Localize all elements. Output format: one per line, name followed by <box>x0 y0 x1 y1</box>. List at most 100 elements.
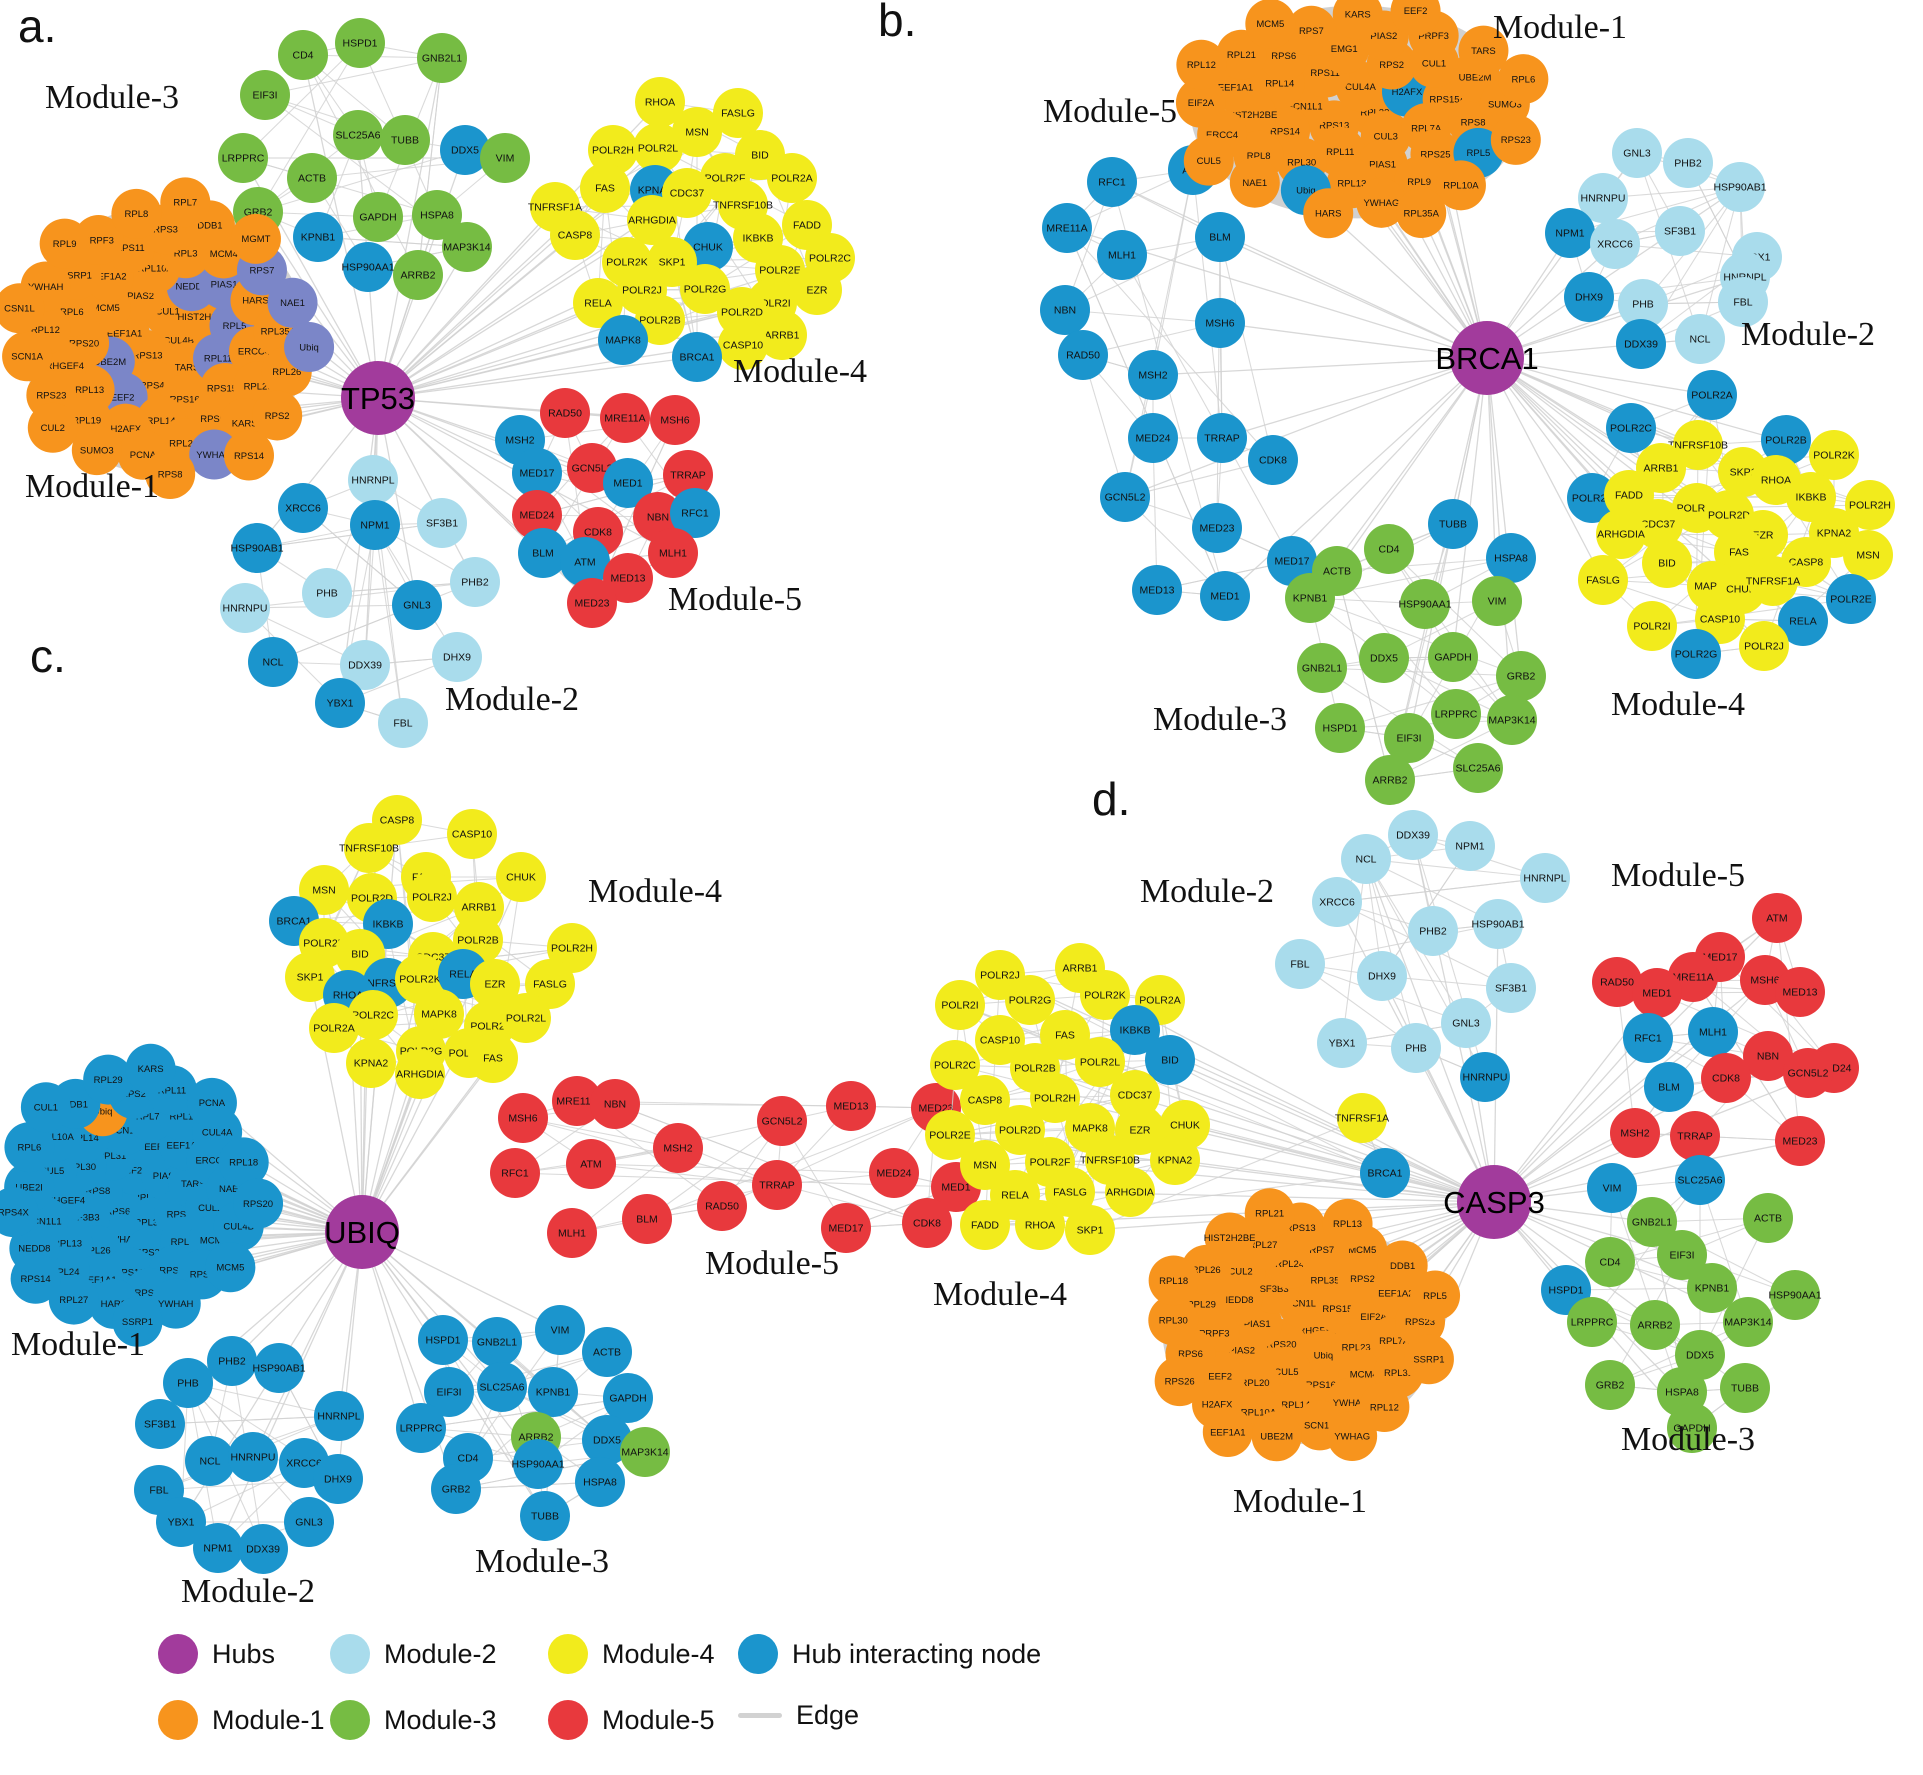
node-HSP90AA1[interactable] <box>1400 579 1450 629</box>
node-XRCC6[interactable] <box>278 483 328 533</box>
node-SLC25A6[interactable] <box>333 110 383 160</box>
node-RPS26[interactable] <box>1154 1356 1205 1407</box>
node-CASP10[interactable] <box>975 1015 1025 1065</box>
node-YBX1[interactable] <box>156 1497 206 1547</box>
node-NPM1[interactable] <box>350 500 400 550</box>
node-RPL18[interactable] <box>218 1137 269 1188</box>
hub-TP53[interactable] <box>341 361 415 435</box>
node-HNRNPU[interactable] <box>228 1432 278 1482</box>
node-MCM5[interactable] <box>205 1242 256 1293</box>
node-VIM[interactable] <box>480 133 530 183</box>
node-BRCA1[interactable] <box>672 332 722 382</box>
node-DDX39[interactable] <box>238 1524 288 1574</box>
node-RPL12[interactable] <box>1176 39 1227 90</box>
node-VIM[interactable] <box>1587 1163 1637 1213</box>
node-RFC1[interactable] <box>1087 157 1137 207</box>
node-CDC37[interactable] <box>662 168 712 218</box>
node-MED13[interactable] <box>826 1081 876 1131</box>
node-POLR2A[interactable] <box>309 1003 359 1053</box>
node-RELA[interactable] <box>573 278 623 328</box>
node-MED17[interactable] <box>512 448 562 498</box>
node-CD4[interactable] <box>278 30 328 80</box>
node-GCN5L2[interactable] <box>1100 472 1150 522</box>
node-HSPA8[interactable] <box>412 190 462 240</box>
node-HIST2H2BE[interactable] <box>1204 1212 1255 1263</box>
node-LRPPRC[interactable] <box>1431 689 1481 739</box>
node-HNRNPL[interactable] <box>314 1391 364 1441</box>
node-GNL3[interactable] <box>392 580 442 630</box>
node-HSPD1[interactable] <box>1315 703 1365 753</box>
node-KPNB1[interactable] <box>528 1367 578 1417</box>
node-POLR2H[interactable] <box>547 923 597 973</box>
node-MLH1[interactable] <box>1097 230 1147 280</box>
node-HNRNPL[interactable] <box>348 455 398 505</box>
node-CUL1[interactable] <box>20 1082 71 1133</box>
node-SCN1A[interactable] <box>2 331 53 382</box>
node-ARRB1[interactable] <box>757 310 807 360</box>
node-KPNA2[interactable] <box>346 1038 396 1088</box>
node-RFC1[interactable] <box>670 488 720 538</box>
node-HSP90AB1[interactable] <box>232 523 282 573</box>
node-GNB2L1[interactable] <box>472 1317 522 1367</box>
node-MSH2[interactable] <box>1610 1108 1660 1158</box>
node-EIF3I[interactable] <box>1384 713 1434 763</box>
node-HSPA8[interactable] <box>575 1457 625 1507</box>
node-FAS[interactable] <box>580 163 630 213</box>
node-BLM[interactable] <box>518 528 568 578</box>
node-FBL[interactable] <box>1275 939 1325 989</box>
node-CD4[interactable] <box>1585 1237 1635 1287</box>
node-TUBB[interactable] <box>1428 499 1478 549</box>
node-NAE1[interactable] <box>267 277 318 328</box>
node-MED13[interactable] <box>603 553 653 603</box>
node-HSP90AA1[interactable] <box>1770 1270 1820 1320</box>
node-RPL13[interactable] <box>1322 1198 1373 1249</box>
node-CASP10[interactable] <box>447 809 497 859</box>
node-POLR2D[interactable] <box>995 1105 1045 1155</box>
node-KPNA2[interactable] <box>1150 1135 1200 1185</box>
node-RPL30[interactable] <box>1148 1295 1199 1346</box>
node-POLR2C[interactable] <box>930 1040 980 1090</box>
node-RPL29[interactable] <box>83 1054 134 1105</box>
node-MED23[interactable] <box>1192 503 1242 553</box>
node-RELA[interactable] <box>1778 596 1828 646</box>
node-EEF2[interactable] <box>1390 0 1441 36</box>
node-HSPD1[interactable] <box>418 1315 468 1365</box>
node-KARS[interactable] <box>125 1043 176 1094</box>
node-PHB2[interactable] <box>1408 906 1458 956</box>
node-YWHAG[interactable] <box>189 429 240 480</box>
node-MSN[interactable] <box>672 107 722 157</box>
node-LRPPRC[interactable] <box>218 133 268 183</box>
node-MED23[interactable] <box>1775 1116 1825 1166</box>
node-FASLG[interactable] <box>1045 1167 1095 1217</box>
node-GRB2[interactable] <box>1496 651 1546 701</box>
node-PHB2[interactable] <box>1663 138 1713 188</box>
hub-UBIQ[interactable] <box>325 1195 399 1269</box>
node-RPL5[interactable] <box>1410 1270 1461 1321</box>
node-DDX39[interactable] <box>1388 810 1438 860</box>
node-HSP90AB1[interactable] <box>254 1343 304 1393</box>
node-DDX39[interactable] <box>1616 319 1666 369</box>
node-Ubiq[interactable] <box>284 321 335 372</box>
node-POLR2I[interactable] <box>1627 601 1677 651</box>
node-EIF2A[interactable] <box>1175 77 1226 128</box>
node-UBE2M[interactable] <box>1251 1411 1302 1462</box>
node-HNRNPU[interactable] <box>220 583 270 633</box>
node-YWHAH[interactable] <box>150 1278 201 1329</box>
node-ARHGDIA[interactable] <box>627 195 677 245</box>
node-GNL3[interactable] <box>1612 128 1662 178</box>
node-RPS23[interactable] <box>1490 114 1541 165</box>
node-GRB2[interactable] <box>431 1464 481 1514</box>
node-RPL9[interactable] <box>39 218 90 269</box>
hub-CASP3[interactable] <box>1457 1165 1531 1239</box>
node-RPS8[interactable] <box>145 448 196 499</box>
node-GAPDH[interactable] <box>353 192 403 242</box>
node-MAP3K14[interactable] <box>620 1427 670 1477</box>
node-MLH1[interactable] <box>1688 1007 1738 1057</box>
node-MSH2[interactable] <box>653 1123 703 1173</box>
node-XRCC6[interactable] <box>1590 219 1640 269</box>
node-RPS20[interactable] <box>233 1178 284 1229</box>
node-ARHGDIA[interactable] <box>1596 509 1646 559</box>
node-RFC1[interactable] <box>1623 1013 1673 1063</box>
node-XRCC6[interactable] <box>1312 877 1362 927</box>
node-MRE11A[interactable] <box>1042 203 1092 253</box>
